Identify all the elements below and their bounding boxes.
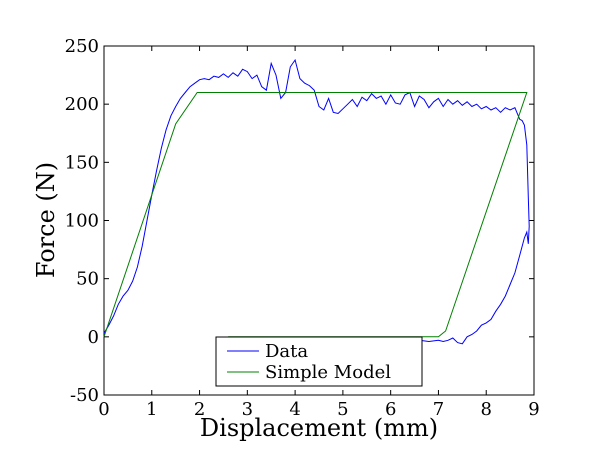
x-tick-label: 6	[385, 399, 396, 420]
y-tick-label: 150	[65, 152, 99, 173]
x-tick-label: 2	[194, 399, 205, 420]
y-tick-label: 50	[76, 269, 99, 290]
x-tick-label: 3	[242, 399, 253, 420]
x-axis-label: Displacement (mm)	[200, 414, 438, 442]
series-layer	[103, 58, 530, 345]
x-tick-label: 7	[433, 399, 444, 420]
x-tick-label: 4	[289, 399, 300, 420]
legend: Data Simple Model	[215, 336, 423, 387]
x-tick-label: 5	[337, 399, 348, 420]
y-tick-label: 200	[65, 94, 99, 115]
y-tick-label: 250	[65, 36, 99, 57]
legend-label-simple-model: Simple Model	[265, 362, 391, 383]
y-tick-label: 0	[88, 327, 99, 348]
y-tick-label: 100	[65, 211, 99, 232]
x-tick-label: 9	[528, 399, 539, 420]
x-tick-label: 0	[98, 399, 109, 420]
y-axis-label: Force (N)	[32, 162, 60, 278]
legend-box	[215, 336, 423, 387]
x-tick-label: 8	[480, 399, 491, 420]
x-tick-label: 1	[146, 399, 157, 420]
series-line-data	[103, 58, 530, 345]
series-line-simple-model	[103, 92, 528, 338]
legend-label-data: Data	[265, 341, 308, 362]
y-tick-label: -50	[70, 385, 99, 406]
